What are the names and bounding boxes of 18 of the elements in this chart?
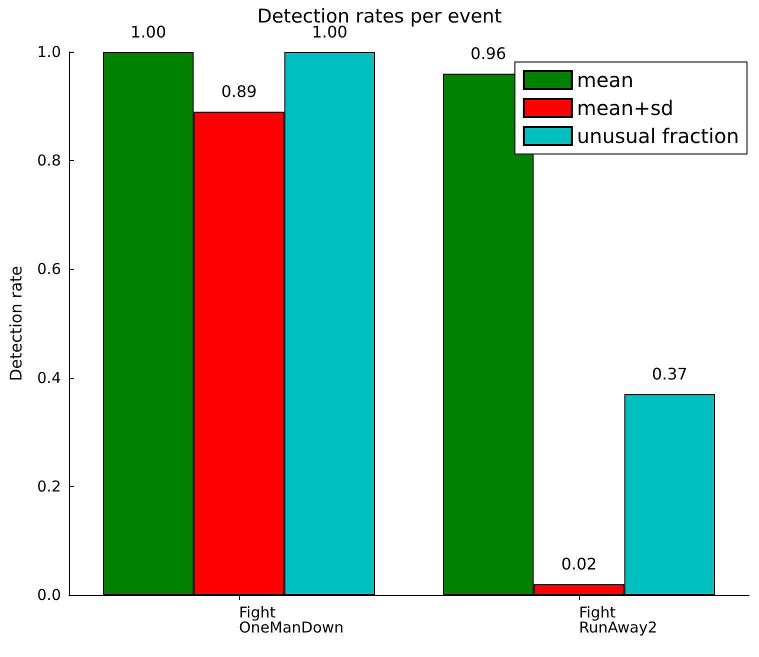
legend-label: unusual fraction [576, 124, 740, 148]
x-tick-label: Fight RunAway2 [579, 604, 658, 636]
legend-label: mean+sd [576, 96, 674, 120]
data-label: 0.89 [221, 82, 257, 102]
y-tick-label: 0.0 [37, 586, 61, 604]
data-label: 1.00 [130, 22, 166, 42]
x-tick-label: Fight OneManDown [239, 604, 344, 636]
data-label: 0.02 [561, 554, 597, 574]
y-tick-label: 0.8 [37, 152, 61, 170]
y-tick-label: 0.6 [37, 260, 61, 278]
data-label: 1.00 [312, 22, 348, 42]
y-axis-title: Detection rate [6, 266, 26, 382]
data-label: 0.37 [652, 364, 688, 384]
legend-label: mean [576, 68, 634, 92]
y-tick-label: 0.4 [37, 368, 61, 387]
y-tick-label: 0.2 [37, 477, 61, 496]
data-label: 0.96 [470, 44, 506, 64]
y-tick-label: 1.0 [37, 43, 61, 61]
